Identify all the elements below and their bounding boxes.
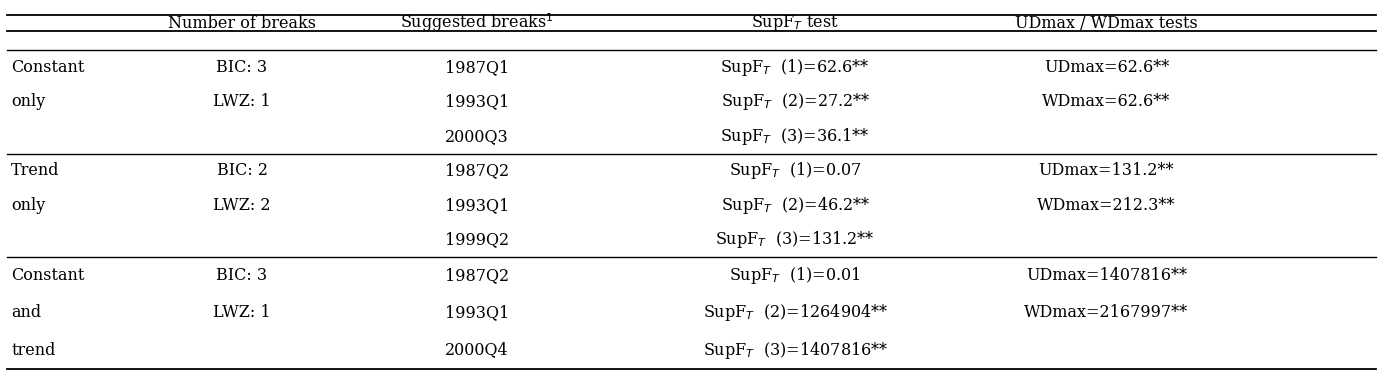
Text: Constant: Constant [11, 267, 84, 284]
Text: Constant: Constant [11, 59, 84, 76]
Text: Trend: Trend [11, 162, 59, 179]
Text: BIC: 2: BIC: 2 [217, 162, 267, 179]
Text: LWZ: 2: LWZ: 2 [213, 197, 271, 214]
Text: LWZ: 1: LWZ: 1 [213, 305, 271, 321]
Text: WDmax=2167997**: WDmax=2167997** [1025, 305, 1188, 321]
Text: SupF$_T$  (2)=1264904**: SupF$_T$ (2)=1264904** [703, 303, 888, 323]
Text: SupF$_T$  (1)=62.6**: SupF$_T$ (1)=62.6** [721, 57, 870, 78]
Text: SupF$_T$ test: SupF$_T$ test [751, 13, 839, 33]
Text: WDmax=212.3**: WDmax=212.3** [1037, 197, 1176, 214]
Text: SupF$_T$  (1)=0.01: SupF$_T$ (1)=0.01 [729, 265, 862, 286]
Text: UDmax=1407816**: UDmax=1407816** [1026, 267, 1187, 284]
Text: UDmax=131.2**: UDmax=131.2** [1039, 162, 1174, 179]
Text: 1993Q1: 1993Q1 [445, 93, 509, 110]
Text: SupF$_T$  (2)=27.2**: SupF$_T$ (2)=27.2** [721, 91, 870, 112]
Text: 2000Q3: 2000Q3 [445, 128, 509, 145]
Text: WDmax=62.6**: WDmax=62.6** [1043, 93, 1170, 110]
Text: BIC: 3: BIC: 3 [217, 267, 267, 284]
Text: Number of breaks: Number of breaks [167, 15, 317, 31]
Text: 1987Q1: 1987Q1 [445, 59, 509, 76]
Text: LWZ: 1: LWZ: 1 [213, 93, 271, 110]
Text: SupF$_T$  (3)=131.2**: SupF$_T$ (3)=131.2** [715, 230, 875, 250]
Text: 1999Q2: 1999Q2 [445, 232, 509, 248]
Text: only: only [11, 197, 46, 214]
Text: 1993Q1: 1993Q1 [445, 197, 509, 214]
Text: 1993Q1: 1993Q1 [445, 305, 509, 321]
Text: and: and [11, 305, 41, 321]
Text: UDmax=62.6**: UDmax=62.6** [1044, 59, 1169, 76]
Text: UDmax / WDmax tests: UDmax / WDmax tests [1015, 15, 1198, 31]
Text: BIC: 3: BIC: 3 [217, 59, 267, 76]
Text: SupF$_T$  (1)=0.07: SupF$_T$ (1)=0.07 [729, 161, 862, 181]
Text: trend: trend [11, 342, 55, 359]
Text: SupF$_T$  (3)=1407816**: SupF$_T$ (3)=1407816** [703, 339, 888, 361]
Text: SupF$_T$  (3)=36.1**: SupF$_T$ (3)=36.1** [721, 126, 870, 147]
Text: Suggested breaks$^1$: Suggested breaks$^1$ [400, 12, 555, 35]
Text: 2000Q4: 2000Q4 [445, 342, 509, 359]
Text: 1987Q2: 1987Q2 [445, 162, 509, 179]
Text: 1987Q2: 1987Q2 [445, 267, 509, 284]
Text: only: only [11, 93, 46, 110]
Text: SupF$_T$  (2)=46.2**: SupF$_T$ (2)=46.2** [721, 195, 870, 216]
